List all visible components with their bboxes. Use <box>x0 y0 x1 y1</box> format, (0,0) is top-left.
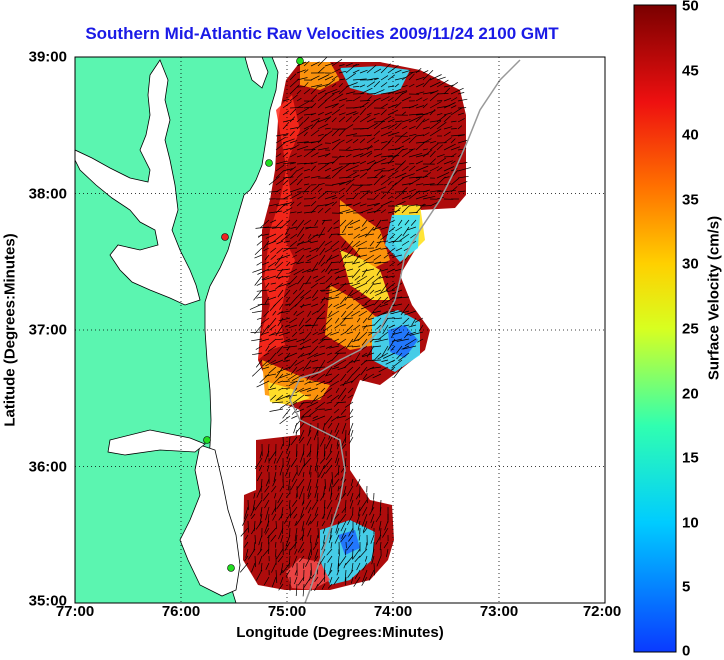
velocity-arrow <box>348 234 353 235</box>
x-tick-label: 75:00 <box>268 603 306 620</box>
colorbar-tick-label: 35 <box>682 192 699 209</box>
velocity-arrow <box>276 521 277 529</box>
colorbar-tick-label: 25 <box>682 321 699 338</box>
velocity-arrow <box>304 444 305 455</box>
velocity-arrow <box>382 220 388 221</box>
station-marker <box>297 58 304 65</box>
colorbar-tick-label: 10 <box>682 515 699 532</box>
colorbar-tick-label: 45 <box>682 63 699 80</box>
station-marker <box>228 565 235 572</box>
velocity-arrow <box>320 290 325 291</box>
colorbar-tick-label: 0 <box>682 643 690 660</box>
x-tick-label: 74:00 <box>374 603 412 620</box>
velocity-arrow <box>318 528 319 538</box>
x-tick-label: 73:00 <box>480 603 518 620</box>
x-axis-label: Longitude (Degrees:Minutes) <box>75 624 605 641</box>
colorbar <box>634 5 676 652</box>
station-marker <box>266 160 273 167</box>
colorbar-tick-label: 40 <box>682 127 699 144</box>
velocity-arrow <box>360 101 370 102</box>
velocity-arrow <box>451 129 457 130</box>
y-tick-label: 39:00 <box>29 49 67 66</box>
y-tick-label: 35:00 <box>29 593 67 610</box>
colorbar-tick-label: 50 <box>682 0 699 15</box>
colorbar-tick-label: 5 <box>682 579 690 596</box>
velocity-arrow <box>305 395 311 396</box>
colorbar-tick-label: 15 <box>682 450 699 467</box>
velocity-arrow <box>283 381 290 382</box>
colorbar-tick-label: 20 <box>682 386 699 403</box>
velocity-arrow <box>372 360 381 361</box>
station-marker <box>204 437 211 444</box>
velocity-arrow <box>290 507 291 518</box>
velocity-arrow <box>248 521 249 533</box>
station-marker <box>222 234 229 241</box>
y-tick-label: 37:00 <box>29 322 67 339</box>
x-tick-label: 76:00 <box>162 603 200 620</box>
colorbar-tick-label: 30 <box>682 256 699 273</box>
y-tick-label: 36:00 <box>29 458 67 475</box>
x-tick-label: 72:00 <box>583 603 621 620</box>
velocity-arrow <box>311 542 312 555</box>
velocity-arrow <box>304 563 305 569</box>
y-tick-label: 38:00 <box>29 185 67 202</box>
